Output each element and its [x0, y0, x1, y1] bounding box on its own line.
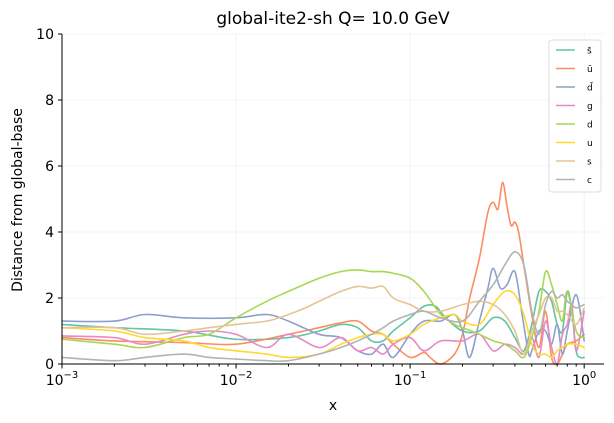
y-axis-label: Distance from global-base	[10, 108, 26, 292]
x-tick-label: 10−1	[394, 370, 427, 389]
legend-entry: c	[587, 176, 592, 186]
x-tick-label: 10−3	[46, 370, 79, 389]
series-line	[61, 251, 585, 363]
legend-entry: s	[587, 158, 592, 168]
series-line	[61, 269, 585, 359]
chart-title: global-ite2-sh Q= 10.0 GeV	[216, 9, 450, 29]
legend-entry: ū	[587, 65, 593, 75]
y-tick-label: 8	[45, 93, 54, 109]
axes	[61, 34, 604, 365]
x-tick-label: 100	[572, 370, 596, 389]
y-tick-label: 6	[45, 159, 54, 175]
y-ticks: 0 2 4 6 8 10	[36, 27, 62, 373]
y-tick-label: 4	[45, 225, 54, 241]
x-ticks: 10−3 10−2 10−1 100	[46, 364, 596, 389]
legend-entry: g	[587, 102, 593, 112]
y-tick-label: 2	[45, 291, 54, 307]
legend-entry: d̄	[587, 82, 594, 94]
legend-box	[548, 39, 602, 193]
legend-entry: s̄	[587, 47, 592, 57]
series-line	[61, 303, 585, 366]
series-lines	[61, 181, 585, 366]
series-line	[61, 181, 585, 366]
legend-entry: d	[587, 121, 593, 131]
legend-entry: u	[587, 139, 593, 149]
series-line	[61, 287, 585, 359]
y-tick-label: 0	[45, 357, 54, 373]
y-tick-label: 10	[36, 27, 54, 43]
x-axis-label: x	[329, 398, 337, 414]
x-tick-label: 10−2	[220, 370, 253, 389]
series-line	[61, 267, 585, 359]
